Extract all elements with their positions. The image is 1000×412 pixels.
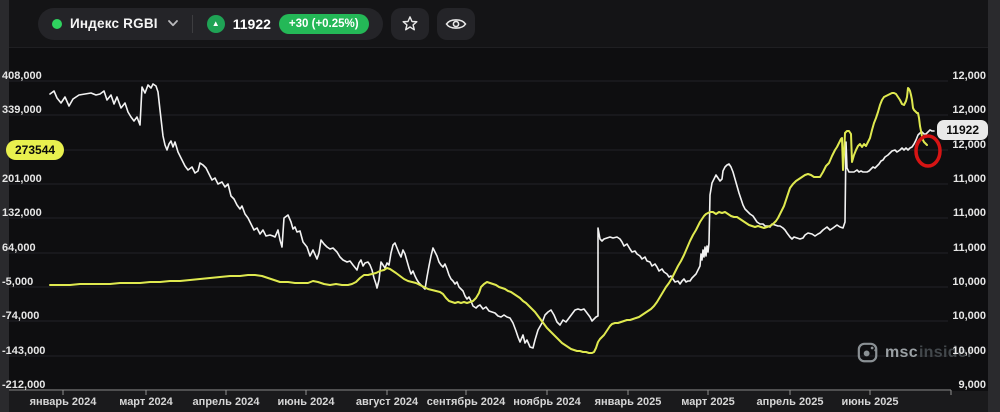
chart-canvas[interactable] <box>0 0 1000 412</box>
quote-value: 11922 <box>233 16 271 32</box>
divider <box>192 15 193 33</box>
white-index-line <box>50 84 934 348</box>
star-icon <box>400 14 420 34</box>
instrument-label: Индекс RGBI <box>70 16 158 31</box>
yellow-value-badge: 273544 <box>6 140 64 160</box>
up-triangle-icon: ▲ <box>207 15 225 33</box>
favorite-button[interactable] <box>391 8 429 40</box>
change-badge: +30 (+0.25%) <box>279 14 369 34</box>
eye-icon <box>445 16 467 32</box>
status-dot-icon <box>52 19 62 29</box>
chevron-down-icon <box>168 20 178 27</box>
left-edge-strip <box>0 0 9 412</box>
white-value-badge: 11922 <box>937 120 988 140</box>
watch-button[interactable] <box>437 8 475 40</box>
yellow-cumulative-line <box>50 88 927 353</box>
trading-chart-panel: Индекс RGBI ▲ 11922 +30 (+0.25%) 408,000… <box>0 0 1000 412</box>
toolbar: Индекс RGBI ▲ 11922 +30 (+0.25%) <box>9 0 988 48</box>
right-edge-strip <box>988 0 1000 412</box>
instrument-selector[interactable]: Индекс RGBI ▲ 11922 +30 (+0.25%) <box>38 8 383 40</box>
